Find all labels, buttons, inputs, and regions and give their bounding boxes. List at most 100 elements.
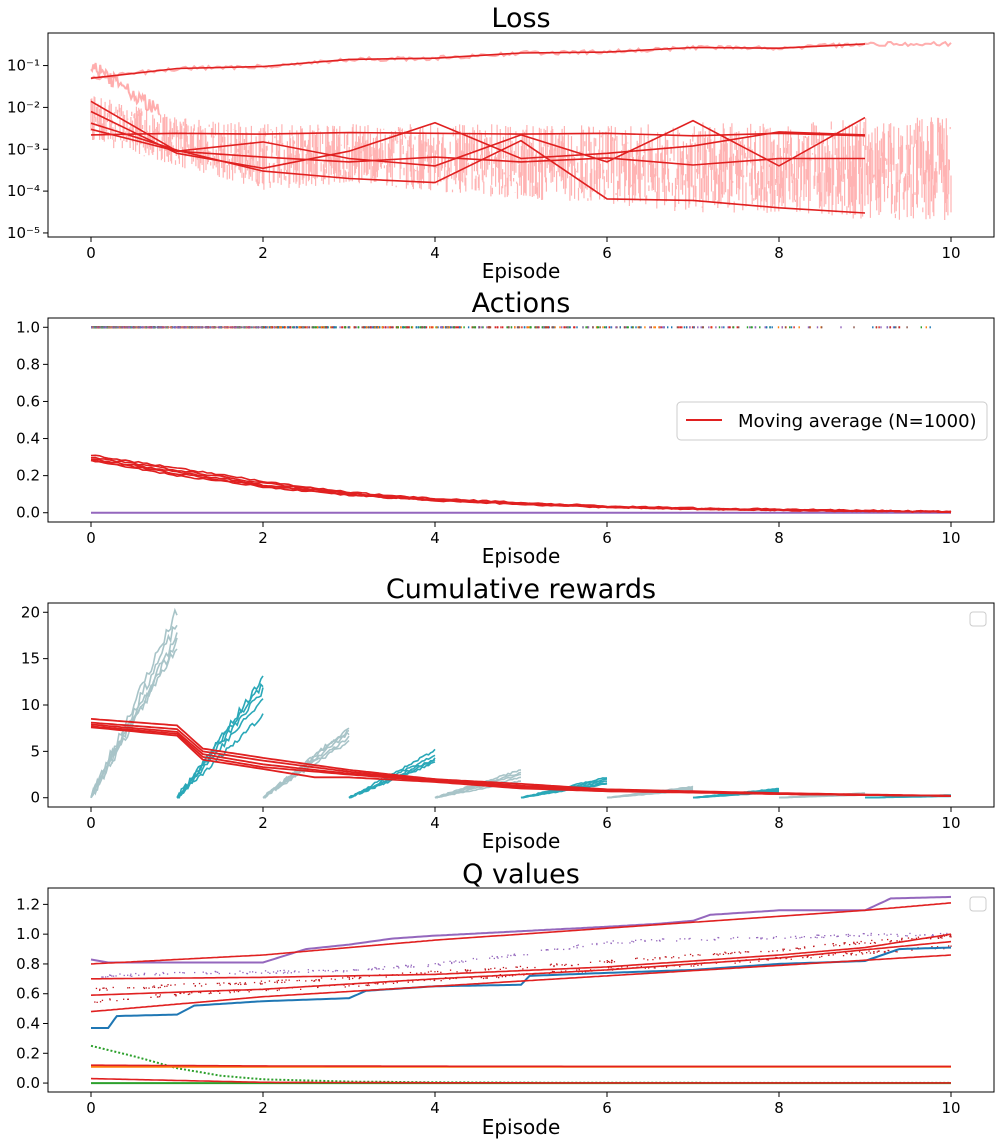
action-dot [638, 326, 640, 329]
q-dot [684, 938, 686, 940]
q-dot [413, 966, 415, 968]
q-dot [789, 949, 791, 951]
q-dot [205, 972, 207, 974]
q-dot [123, 974, 125, 977]
q-dot [150, 996, 152, 998]
action-dot [565, 326, 568, 329]
q-dot [553, 971, 555, 973]
q-dot [835, 944, 837, 946]
action-dot [585, 326, 587, 329]
action-dot [576, 326, 578, 329]
rewards-ytick-label: 10 [21, 696, 40, 714]
q-dot [919, 934, 921, 936]
loss-raw-early-line [90, 62, 161, 116]
action-dot [604, 326, 606, 329]
q-dot [497, 957, 499, 959]
q-dot [119, 973, 121, 975]
action-dot [400, 326, 402, 329]
q-dot [353, 969, 356, 971]
q-dot [385, 982, 387, 984]
q-dot [159, 986, 161, 989]
q-dot [167, 984, 169, 986]
q-dot [281, 979, 283, 981]
q-dot [611, 961, 613, 963]
q-dot [243, 983, 246, 985]
q-dot [491, 955, 493, 957]
q-dot [549, 964, 552, 966]
qvalues-ytick-label: 0.8 [16, 955, 40, 973]
action-dot [893, 326, 896, 329]
q-dot [367, 983, 369, 985]
q-dot [896, 951, 898, 953]
rewards-xtick-label: 4 [430, 814, 440, 832]
q-dot [936, 946, 939, 948]
action-dot [314, 326, 316, 329]
q-dot [896, 940, 898, 942]
rewards-episode-0 [90, 607, 178, 799]
action-dot [448, 326, 450, 329]
q-dot [738, 951, 740, 953]
q-dot [365, 984, 367, 986]
actions-legend-box [676, 401, 988, 441]
action-dot [697, 326, 699, 329]
action-dot [292, 326, 294, 329]
action-dot [650, 326, 652, 329]
q-dot [200, 985, 203, 987]
q-dot [714, 939, 716, 941]
q-dot [816, 934, 818, 936]
q-dot [396, 965, 398, 967]
q-dot [279, 970, 281, 972]
action-dot [374, 326, 376, 329]
action-dot [306, 326, 308, 329]
q-dot [873, 941, 876, 944]
q-dot [498, 977, 500, 979]
q-dot [760, 937, 762, 939]
q-dot [760, 938, 762, 940]
q-dot [249, 971, 251, 973]
q-dot [307, 969, 309, 971]
q-dot [348, 977, 350, 979]
q-dot [489, 957, 491, 959]
q-dot [358, 977, 360, 980]
action-dot [561, 326, 563, 329]
q-dot [653, 967, 655, 969]
q-dot [94, 1001, 96, 1003]
qvalues-ytick-label: 0.0 [16, 1074, 40, 1092]
rewards-ytick-label: 15 [21, 650, 40, 668]
q-dot [99, 988, 101, 990]
action-dot [456, 326, 459, 329]
q-dot [878, 934, 880, 936]
q-dot [253, 981, 256, 984]
q-dot [99, 1001, 102, 1003]
q-dot [115, 975, 117, 977]
q-dot [712, 953, 715, 956]
q-dot [678, 957, 680, 959]
q-dot [371, 968, 373, 970]
q-dot [496, 976, 498, 978]
action-dot [454, 326, 456, 329]
q-dot [240, 983, 242, 986]
q-dot [895, 950, 897, 953]
qvalues-average-line-8 [90, 954, 952, 1013]
action-dot [582, 326, 584, 329]
rewards-panel: Cumulative rewards 0 2 4 6 8 10 0 5 10 15 20 Episo… [21, 574, 995, 853]
q-dot [95, 987, 98, 990]
q-dot [596, 942, 598, 945]
action-dot [662, 326, 664, 329]
q-dot [577, 944, 579, 946]
q-dot [148, 987, 150, 989]
action-dot [442, 326, 445, 329]
q-dot [123, 998, 125, 1000]
q-dot [582, 945, 584, 948]
q-dot [943, 935, 946, 937]
action-dot [721, 326, 723, 329]
q-dot [560, 970, 562, 972]
loss-xtick-label: 8 [774, 244, 784, 262]
q-dot [821, 955, 823, 958]
q-dot [844, 942, 846, 944]
q-dot [798, 948, 800, 950]
q-dot [799, 937, 801, 939]
q-dot [360, 977, 362, 979]
action-dot [653, 326, 655, 329]
q-dot [260, 980, 263, 982]
